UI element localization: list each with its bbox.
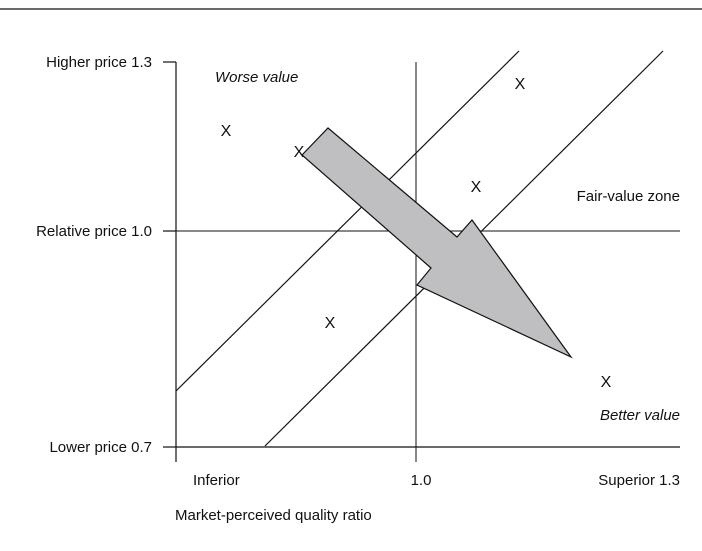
competitor-marker: X xyxy=(294,144,305,161)
competitor-marker: X xyxy=(515,76,526,93)
fair-value-upper-boundary xyxy=(175,50,520,392)
x-axis-title: Market-perceived quality ratio xyxy=(175,507,372,524)
y-label-lower-price: Lower price 0.7 xyxy=(49,439,152,456)
y-label-relative-price: Relative price 1.0 xyxy=(36,223,152,240)
y-label-higher-price: Higher price 1.3 xyxy=(46,54,152,71)
competitor-marker: X xyxy=(601,374,612,391)
x-label-midpoint: 1.0 xyxy=(411,472,432,489)
value-shift-arrow xyxy=(301,127,573,359)
worse-value-label: Worse value xyxy=(215,69,298,86)
fair-value-zone-label: Fair-value zone xyxy=(577,188,680,205)
competitor-marker: X xyxy=(325,315,336,332)
better-value-label: Better value xyxy=(600,407,680,424)
x-label-superior: Superior 1.3 xyxy=(598,472,680,489)
competitor-marker: X xyxy=(471,179,482,196)
x-label-inferior: Inferior xyxy=(193,472,240,489)
competitor-marker: X xyxy=(221,123,232,140)
competitor-markers: X X X X X X xyxy=(221,76,612,391)
